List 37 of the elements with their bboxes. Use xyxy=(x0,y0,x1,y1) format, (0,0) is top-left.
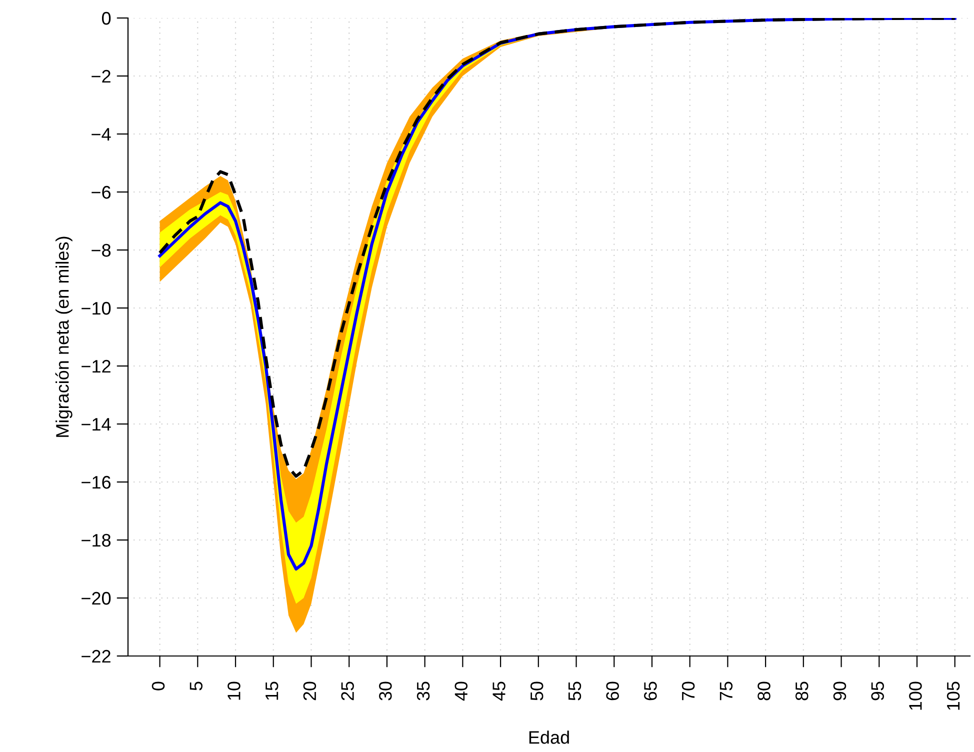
y-tick-label: −10 xyxy=(82,302,111,315)
x-tick-label: 55 xyxy=(568,682,582,700)
y-tick-label: −12 xyxy=(82,360,110,373)
x-tick-label: 10 xyxy=(228,682,240,700)
y-tick-label: −4 xyxy=(92,128,111,141)
x-tick-label: 50 xyxy=(530,682,544,700)
x-tick-label: 105 xyxy=(946,682,960,710)
x-tick-label: 45 xyxy=(492,682,506,701)
y-tick-label: −2 xyxy=(92,70,110,83)
y-tick-label: 0 xyxy=(102,12,111,25)
x-axis-title: Edad xyxy=(529,730,569,744)
x-tick-label: 65 xyxy=(644,682,657,700)
y-tick-label: −16 xyxy=(82,476,111,489)
line-series xyxy=(158,18,956,478)
x-tick-label: 75 xyxy=(720,682,733,700)
x-tick-label: 90 xyxy=(833,682,846,700)
x-tick-label: 40 xyxy=(454,682,468,701)
x-tick-label: 70 xyxy=(682,682,695,700)
y-tick-label: −20 xyxy=(82,592,111,605)
x-tick-label: 60 xyxy=(606,682,619,700)
x-tick-label: 100 xyxy=(909,682,922,710)
y-tick-label: −22 xyxy=(82,650,110,663)
x-tick-label: 85 xyxy=(795,682,808,700)
x-tick-label: 95 xyxy=(871,682,884,700)
y-tick-label: −8 xyxy=(92,244,111,257)
y-axis-title: Migración neta (en miles) xyxy=(55,236,72,437)
y-tick-label: −14 xyxy=(82,418,111,431)
x-tick-label: 25 xyxy=(341,682,354,700)
x-tick-label: 15 xyxy=(266,682,278,700)
x-tick-label: 5 xyxy=(190,682,203,690)
y-tick-label: −6 xyxy=(92,186,111,199)
x-tick-label: 30 xyxy=(379,682,392,700)
x-tick-label: 20 xyxy=(303,682,316,700)
x-tick-label: 35 xyxy=(416,682,430,700)
x-tick-label: 80 xyxy=(758,682,770,700)
y-tick-label: −18 xyxy=(82,534,111,547)
x-tick-label: 0 xyxy=(152,682,165,690)
